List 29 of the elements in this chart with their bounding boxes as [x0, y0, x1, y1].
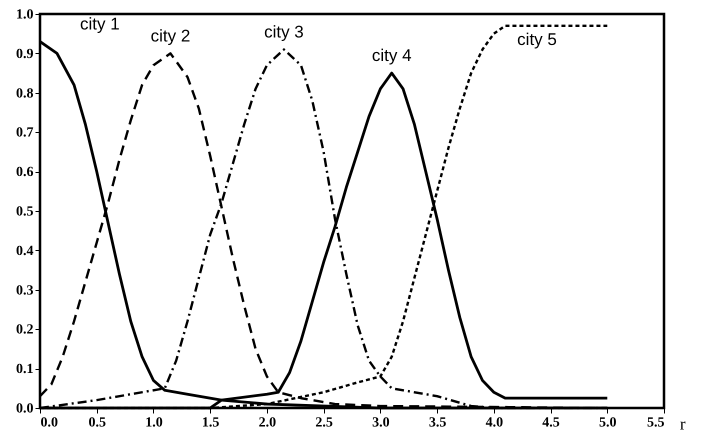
x-tick-label: 1.0: [145, 416, 163, 430]
x-tick-label: 3.5: [428, 416, 446, 430]
x-tick-label: 5.5: [647, 416, 664, 430]
y-tick-label: 0.0: [16, 402, 34, 416]
y-tick-label: 0.6: [16, 165, 34, 180]
x-tick-label: 0.5: [88, 416, 106, 430]
series-label: city 2: [150, 26, 190, 46]
series-label: city 3: [264, 22, 304, 42]
y-tick-label: 0.5: [16, 204, 34, 220]
series-label: city 4: [372, 46, 412, 66]
y-tick-label: 0.8: [16, 86, 34, 102]
y-tick-label: 1.0: [16, 8, 34, 22]
x-tick-label: 3.0: [372, 416, 390, 430]
y-tick-label: 0.2: [16, 322, 34, 338]
x-tick-label: 4.5: [542, 416, 560, 430]
y-tick-label: 0.3: [16, 283, 34, 298]
x-tick-label: 5.0: [599, 416, 617, 430]
series-label: city 1: [80, 14, 120, 34]
y-tick-label: 0.1: [16, 362, 34, 378]
y-tick-label: 0.7: [16, 126, 34, 141]
series-label: city 5: [517, 30, 557, 49]
x-axis-title: r: [680, 414, 686, 434]
x-tick-label: 1.5: [202, 416, 220, 430]
x-tick-label: 0.0: [40, 416, 58, 430]
x-tick-label: 2.0: [258, 416, 276, 430]
y-tick-label: 0.9: [16, 46, 34, 62]
x-tick-label: 2.5: [315, 416, 333, 430]
y-tick-label: 0.4: [16, 244, 34, 259]
x-tick-label: 4.0: [486, 416, 504, 430]
